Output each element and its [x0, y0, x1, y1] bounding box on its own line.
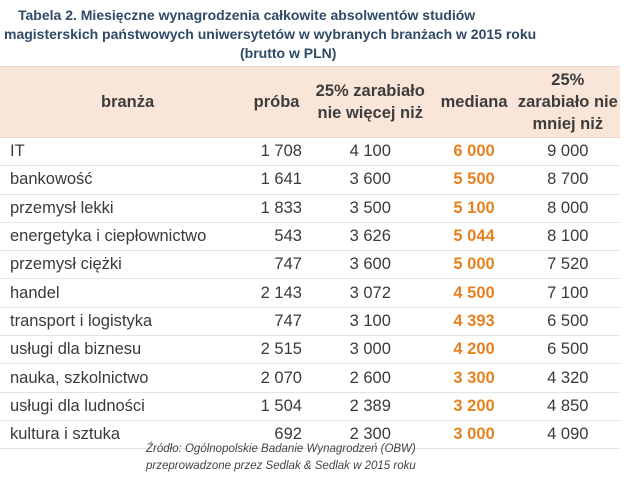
cell-branza: transport i logistyka: [0, 307, 246, 337]
cell-upper-quartile: 3 500: [307, 194, 433, 223]
header-lower-quartile: 25% zarabiało nie mniej niż: [515, 66, 620, 138]
cell-proba: 2 143: [245, 278, 308, 308]
table-row: przemysł ciężki 747 3 600 5 000 7 520: [0, 250, 620, 280]
cell-mediana: 5 500: [432, 165, 516, 195]
cell-proba: 747: [245, 250, 308, 280]
caption-line-1: Tabela 2. Miesięczne wynagrodzenia całko…: [18, 7, 476, 23]
cell-upper-quartile: 3 626: [307, 222, 433, 252]
table-row: energetyka i ciepłownictwo 543 3 626 5 044 8…: [0, 222, 620, 252]
header-mediana: mediana: [432, 66, 516, 138]
table-row: handel 2 143 3 072 4 500 7 100: [0, 278, 620, 308]
header-row: branża próba 25% zarabiało nie więcej ni…: [0, 66, 620, 138]
source-note: Źródło: Ogólnopolskie Badanie Wynagrodze…: [0, 441, 629, 475]
table-row: bankowość 1 641 3 600 5 500 8 700: [0, 165, 620, 195]
cell-branza: usługi dla biznesu: [0, 335, 246, 365]
cell-branza: usługi dla ludności: [0, 392, 246, 421]
table-row: usługi dla ludności 1 504 2 389 3 200 4 850: [0, 392, 620, 421]
header-upper-quartile: 25% zarabiało nie więcej niż: [307, 66, 433, 138]
cell-lower-quartile: 6 500: [515, 335, 620, 365]
table-row: nauka, szkolnictwo 2 070 2 600 3 300 4 320: [0, 363, 620, 393]
cell-mediana: 6 000: [432, 137, 516, 167]
cell-upper-quartile: 2 600: [307, 363, 433, 393]
cell-upper-quartile: 3 600: [307, 165, 433, 195]
cell-branza: przemysł ciężki: [0, 250, 246, 280]
cell-branza: energetyka i ciepłownictwo: [0, 222, 246, 252]
cell-mediana: 4 500: [432, 278, 516, 308]
cell-upper-quartile: 2 300: [307, 420, 433, 450]
cell-lower-quartile: 9 000: [515, 137, 620, 167]
cell-proba: 1 708: [245, 137, 308, 167]
cell-branza: kultura i sztuka: [0, 420, 246, 450]
header-proba: próba: [245, 66, 308, 138]
table-caption: Tabela 2. Miesięczne wynagrodzenia całko…: [0, 6, 629, 63]
cell-proba: 2 515: [245, 335, 308, 365]
caption-line-3: (brutto w PLN): [240, 45, 337, 61]
cell-upper-quartile: 4 100: [307, 137, 433, 167]
cell-upper-quartile: 2 389: [307, 392, 433, 421]
cell-lower-quartile: 7 100: [515, 278, 620, 308]
cell-mediana: 4 393: [432, 307, 516, 337]
cell-branza: IT: [0, 137, 246, 167]
cell-lower-quartile: 6 500: [515, 307, 620, 337]
cell-proba: 747: [245, 307, 308, 337]
cell-lower-quartile: 4 090: [515, 420, 620, 450]
cell-mediana: 4 200: [432, 335, 516, 365]
table-row: IT 1 708 4 100 6 000 9 000: [0, 137, 620, 167]
cell-proba: 543: [245, 222, 308, 252]
cell-mediana: 5 000: [432, 250, 516, 280]
cell-mediana: 3 300: [432, 363, 516, 393]
cell-upper-quartile: 3 600: [307, 250, 433, 280]
cell-proba: 2 070: [245, 363, 308, 393]
cell-lower-quartile: 7 520: [515, 250, 620, 280]
table-row: usługi dla biznesu 2 515 3 000 4 200 6 500: [0, 335, 620, 365]
cell-lower-quartile: 4 320: [515, 363, 620, 393]
header-lower-quartile-line-1: 25%: [551, 71, 585, 89]
cell-proba: 1 641: [245, 165, 308, 195]
cell-proba: 1 833: [245, 194, 308, 223]
header-lower-quartile-line-3: mniej niż: [532, 115, 604, 133]
cell-upper-quartile: 3 000: [307, 335, 433, 365]
header-upper-quartile-line-2: nie więcej niż: [317, 104, 423, 122]
caption-line-2: magisterskich państwowych uniwersytetów …: [4, 26, 537, 42]
cell-lower-quartile: 8 000: [515, 194, 620, 223]
cell-branza: handel: [0, 278, 246, 308]
cell-branza: bankowość: [0, 165, 246, 195]
cell-upper-quartile: 3 072: [307, 278, 433, 308]
cell-mediana: 3 000: [432, 420, 516, 450]
cell-mediana: 5 100: [432, 194, 516, 223]
cell-lower-quartile: 4 850: [515, 392, 620, 421]
table-row: transport i logistyka 747 3 100 4 393 6 500: [0, 307, 620, 337]
source-line-1: Źródło: Ogólnopolskie Badanie Wynagrodze…: [146, 443, 416, 455]
table-body: IT 1 708 4 100 6 000 9 000 bankowość 1 641 3 60…: [0, 137, 620, 450]
cell-mediana: 3 200: [432, 392, 516, 421]
wage-table: branża próba 25% zarabiało nie więcej ni…: [0, 66, 620, 450]
cell-branza: przemysł lekki: [0, 194, 246, 223]
cell-mediana: 5 044: [432, 222, 516, 252]
cell-branza: nauka, szkolnictwo: [0, 363, 246, 393]
header-upper-quartile-line-1: 25% zarabiało: [315, 82, 425, 100]
cell-upper-quartile: 3 100: [307, 307, 433, 337]
cell-proba: 692: [245, 420, 308, 450]
header-lower-quartile-line-2: zarabiało nie: [517, 93, 618, 111]
cell-lower-quartile: 8 100: [515, 222, 620, 252]
cell-proba: 1 504: [245, 392, 308, 421]
source-line-2: przeprowadzone przez Sedlak & Sedlak w 2…: [146, 460, 416, 472]
header-branza: branża: [0, 66, 246, 138]
table-row: przemysł lekki 1 833 3 500 5 100 8 000: [0, 194, 620, 223]
table-row: kultura i sztuka 692 2 300 3 000 4 090: [0, 420, 620, 450]
cell-lower-quartile: 8 700: [515, 165, 620, 195]
